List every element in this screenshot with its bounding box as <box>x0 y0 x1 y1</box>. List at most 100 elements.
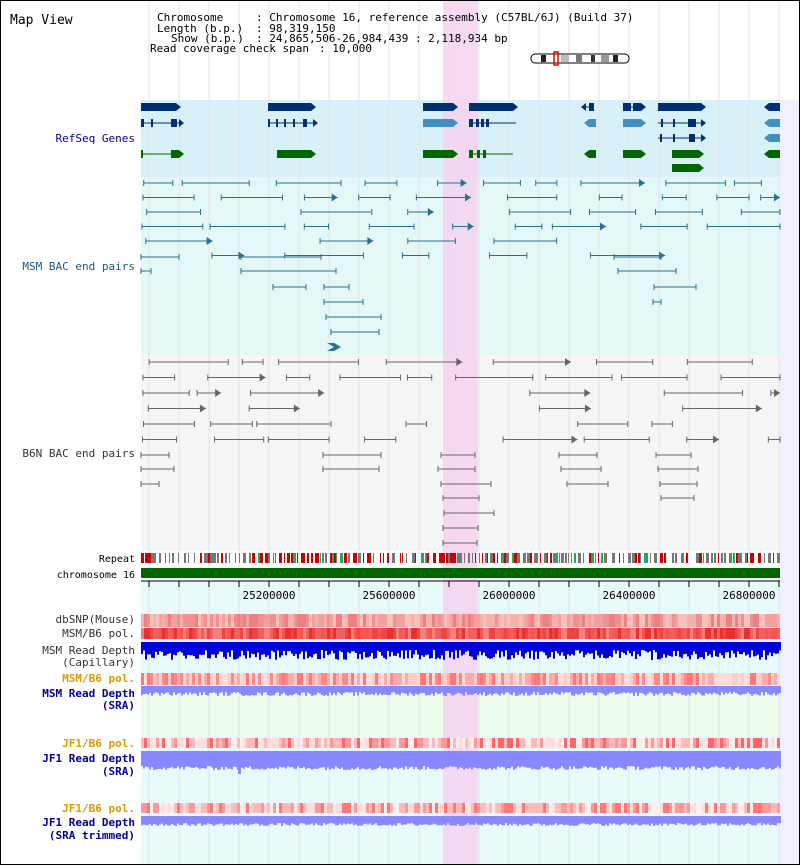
heat-cell <box>516 738 519 748</box>
heat-cell <box>702 738 705 748</box>
heat-cell <box>378 673 381 685</box>
msm-b6-pol-label-2[interactable]: MSM/B6 pol. <box>62 672 135 685</box>
b6n-bac-track[interactable] <box>140 358 781 546</box>
depth-bar <box>373 816 375 825</box>
repeat-block <box>650 553 651 563</box>
heat-cell <box>537 673 540 685</box>
depth-bar <box>439 751 441 769</box>
depth-bar <box>743 816 745 826</box>
depth-bar <box>213 816 215 826</box>
repeat-block <box>591 553 594 563</box>
refseq-genes-label[interactable]: RefSeq Genes <box>56 132 135 145</box>
depth-bar <box>541 686 543 695</box>
heat-cell <box>315 614 318 627</box>
dbsnp-label[interactable]: dbSNP(Mouse) <box>56 613 135 626</box>
depth-bar <box>571 816 573 826</box>
depth-bar <box>435 686 437 693</box>
heat-cell <box>351 803 354 813</box>
heat-cell <box>702 628 705 639</box>
heat-cell <box>528 738 531 748</box>
heat-cell <box>636 803 639 813</box>
depth-bar <box>637 751 639 767</box>
depth-bar <box>361 686 363 694</box>
depth-bar <box>779 816 781 824</box>
depth-bar <box>687 816 689 826</box>
msm-depth-sra-label[interactable]: MSM Read Depth <box>42 687 135 700</box>
heat-cell <box>711 738 714 748</box>
heat-cell <box>447 614 450 627</box>
refseq-genes-track[interactable] <box>141 103 780 172</box>
depth-bar <box>413 751 415 769</box>
heat-cell <box>564 803 567 813</box>
repeat-block <box>245 553 246 563</box>
heat-cell <box>570 673 573 685</box>
heat-cell <box>495 803 498 813</box>
repeat-block <box>561 553 564 563</box>
repeat-block <box>555 553 558 563</box>
heat-cell <box>501 803 504 813</box>
msm-bac-label[interactable]: MSM BAC end pairs <box>22 260 135 273</box>
b6n-bac-label[interactable]: B6N BAC end pairs <box>22 447 135 460</box>
depth-bar <box>763 816 765 824</box>
depth-bar <box>567 751 569 770</box>
heat-cell <box>669 614 672 627</box>
jf1-depth-trimmed-label[interactable]: JF1 Read Depth <box>42 816 135 829</box>
heat-cell <box>483 628 486 639</box>
depth-bar <box>147 642 149 655</box>
depth-bar <box>425 686 427 696</box>
heat-cell <box>150 614 153 627</box>
heat-cell <box>249 628 252 639</box>
heat-cell <box>195 614 198 627</box>
depth-bar <box>401 816 403 825</box>
depth-bar <box>491 816 493 826</box>
depth-bar <box>377 686 379 696</box>
depth-bar <box>211 751 213 768</box>
depth-bar <box>275 751 277 768</box>
depth-bar <box>507 816 509 826</box>
depth-bar <box>395 642 397 656</box>
depth-bar <box>241 816 243 824</box>
depth-bar <box>305 642 307 652</box>
gene-exon <box>769 119 780 127</box>
repeat-block <box>632 553 635 563</box>
repeat-block <box>258 553 260 563</box>
jf1-depth-sra-label[interactable]: JF1 Read Depth <box>42 752 135 765</box>
heat-cell <box>282 738 285 748</box>
heat-cell <box>645 738 648 748</box>
depth-bar <box>293 642 295 657</box>
msm-bac-track[interactable] <box>140 179 781 351</box>
depth-bar <box>419 642 421 660</box>
heat-cell <box>207 673 210 685</box>
depth-bar <box>461 816 463 826</box>
heat-cell <box>666 738 669 748</box>
depth-bar <box>329 751 331 770</box>
depth-bar <box>485 751 487 770</box>
heat-cell <box>342 614 345 627</box>
repeat-block <box>311 553 313 563</box>
depth-bar <box>595 642 597 651</box>
jf1-pol-label[interactable]: JF1/B6 pol. <box>62 737 135 750</box>
depth-bar <box>641 816 643 825</box>
depth-bar <box>721 686 723 693</box>
chromosome-ideogram[interactable] <box>530 51 630 66</box>
heat-cell <box>519 614 522 627</box>
heat-cell <box>270 628 273 639</box>
repeat-block <box>184 553 186 563</box>
msm-depth-capillary-label[interactable]: MSM Read Depth <box>42 644 135 657</box>
heat-cell <box>351 738 354 748</box>
depth-bar <box>699 751 701 768</box>
msm-b6-pol-label[interactable]: MSM/B6 pol. <box>62 627 135 640</box>
jf1-pol-label-2[interactable]: JF1/B6 pol. <box>62 802 135 815</box>
heat-cell <box>399 628 402 639</box>
msm-depth-sra-sublabel: (SRA) <box>102 699 135 712</box>
heat-cell <box>588 803 591 813</box>
depth-bar <box>745 751 747 770</box>
depth-bar <box>295 751 297 770</box>
heat-cell <box>207 614 210 627</box>
heat-cell <box>657 628 660 639</box>
chromosome-track-label: chromosome 16 <box>57 570 135 581</box>
depth-bar <box>715 642 717 657</box>
depth-bar <box>265 686 267 693</box>
depth-bar <box>517 751 519 767</box>
depth-bar <box>597 642 599 656</box>
